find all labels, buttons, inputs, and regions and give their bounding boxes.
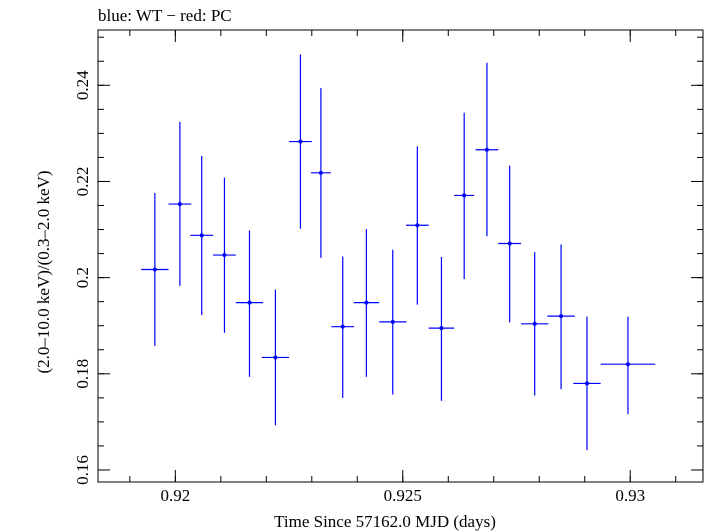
data-point [521,252,549,396]
data-point [141,193,169,346]
data-point [190,155,214,316]
point-marker [625,362,630,367]
point-marker [439,326,444,331]
point-marker [152,267,157,272]
data-point [547,244,575,390]
tick-labels: 0.92 0.925 0.93 0.16 0.18 0.2 0.22 0.24 [73,70,645,505]
point-marker [318,170,323,175]
point-marker [390,319,395,324]
y-axis-label: (2.0–10.0 keV)/(0.3–2.0 keV) [34,170,53,373]
data-point [261,289,290,426]
data-point [353,229,380,377]
point-marker [298,139,303,144]
data-point [498,165,522,323]
y-tick-label: 0.24 [73,70,92,100]
point-marker [532,321,537,326]
point-marker [507,241,512,246]
data-point [379,249,407,395]
x-tick-label: 0.925 [384,486,422,505]
point-marker [415,223,420,228]
point-marker [247,300,252,305]
data-point [331,256,355,398]
y-tick-label: 0.22 [73,167,92,197]
chart-title: blue: WT − red: PC [98,6,232,25]
data-point [213,177,236,333]
point-marker [199,233,204,238]
data-points [141,54,656,451]
y-tick-label: 0.18 [73,359,92,389]
x-tick-label: 0.92 [160,486,190,505]
data-point [168,121,192,286]
y-tick-label: 0.16 [73,455,92,485]
point-marker [364,300,369,305]
data-point [289,54,312,229]
point-marker [559,314,564,319]
data-point [428,256,455,401]
point-marker [177,202,182,207]
point-marker [273,355,278,360]
point-marker [585,381,590,386]
data-point [405,146,429,305]
y-tick-label: 0.2 [73,267,92,288]
data-point [235,230,264,377]
data-point [475,62,499,237]
plot-frame [97,29,704,483]
data-point [600,316,656,415]
data-point [573,316,601,451]
point-marker [484,147,489,152]
point-marker [340,324,345,329]
x-axis-label: Time Since 57162.0 MJD (days) [274,512,496,531]
data-point [454,112,475,280]
data-point [310,88,331,258]
tick-marks [98,30,703,482]
point-marker [222,253,227,258]
point-marker [462,193,467,198]
x-tick-label: 0.93 [615,486,645,505]
